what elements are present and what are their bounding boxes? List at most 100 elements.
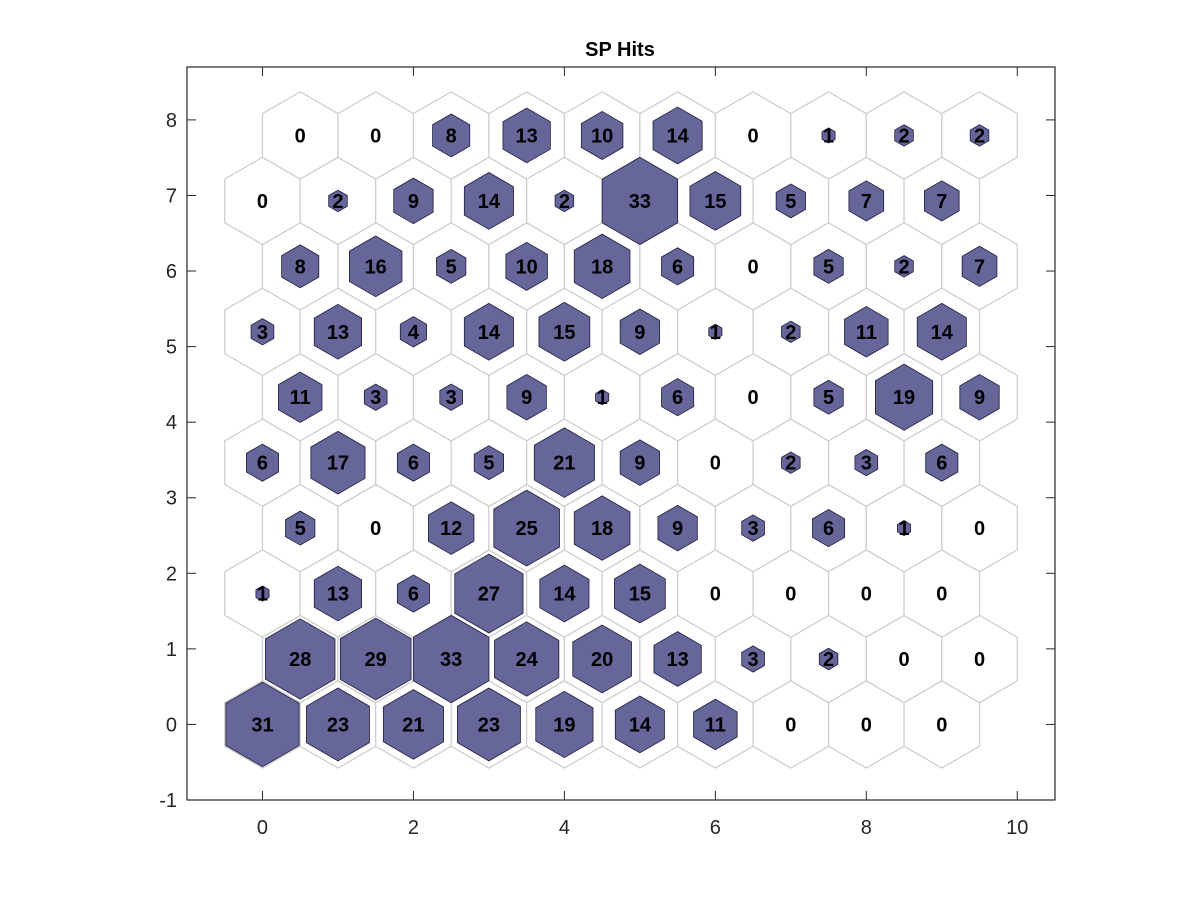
hit-hexagon: [812, 509, 846, 548]
hit-count-label: 28: [289, 649, 311, 671]
hit-count-label: 0: [936, 584, 947, 606]
hit-hexagon: [818, 647, 839, 671]
hit-count-label: 13: [327, 584, 349, 606]
hit-hexagon: [278, 371, 323, 423]
hit-count-label: 13: [327, 322, 349, 344]
hit-count-label: 9: [672, 518, 683, 540]
hit-hexagon: [781, 320, 801, 343]
hit-count-label: 6: [408, 453, 419, 475]
hit-count-label: 7: [974, 256, 985, 278]
hit-count-label: 14: [931, 322, 954, 344]
hit-count-label: 8: [446, 125, 457, 147]
hit-hexagon: [614, 563, 666, 624]
hit-count-label: 27: [478, 584, 500, 606]
hit-count-label: 0: [974, 518, 985, 540]
hit-count-label: 9: [974, 387, 985, 409]
hit-hexagon: [413, 614, 490, 704]
hit-hexagon: [708, 323, 723, 340]
y-tick-label: 1: [166, 639, 177, 661]
hit-count-label: 0: [748, 125, 759, 147]
hit-hexagon: [454, 553, 524, 634]
y-tick-label: 5: [166, 337, 177, 359]
hit-hexagon: [436, 248, 467, 284]
hit-count-label: 0: [936, 714, 947, 736]
y-tick-label: 4: [166, 412, 177, 434]
hit-hexagon: [506, 373, 547, 421]
y-tick-label: 0: [166, 714, 177, 736]
hit-count-label: 14: [629, 714, 652, 736]
hit-count-label: 3: [370, 387, 381, 409]
hit-count-label: 31: [251, 714, 273, 736]
hit-count-label: 18: [591, 518, 613, 540]
hit-count-label: 33: [440, 649, 462, 671]
hit-labels: 31 23 21 23 19 14 11 0 0 028 29 33 24 20 13 3 2 0 01 13 6 27 1…: [251, 125, 985, 736]
hit-hexagon: [310, 430, 366, 495]
hit-hexagon: [393, 177, 434, 225]
hit-hexagon: [439, 383, 463, 411]
hit-hexagon: [225, 681, 300, 768]
hit-hexagon: [848, 180, 885, 222]
hit-count-label: 0: [974, 649, 985, 671]
hit-count-label: 8: [295, 256, 306, 278]
hit-count-label: 10: [516, 256, 538, 278]
hit-hexagon: [961, 245, 998, 287]
hit-hexagon: [741, 645, 765, 673]
hit-hexagon: [897, 520, 912, 537]
hit-hexagon: [854, 449, 879, 477]
hit-count-label: 19: [893, 387, 915, 409]
hit-hexagon: [363, 383, 388, 411]
hit-count-label: 15: [553, 322, 575, 344]
hit-count-label: 0: [861, 714, 872, 736]
plot-frame: [186, 66, 1056, 801]
hit-count-label: 1: [597, 387, 608, 409]
hit-hexagon: [535, 690, 594, 759]
hit-hexagon: [399, 316, 427, 348]
hit-count-label: 3: [748, 649, 759, 671]
hit-hexagon: [894, 255, 914, 278]
hit-hexagon: [813, 379, 844, 415]
hit-count-label: 2: [823, 649, 834, 671]
hit-count-label: 6: [408, 584, 419, 606]
hit-count-label: 11: [856, 322, 877, 344]
hit-hexagon: [875, 363, 934, 431]
hit-hexagon: [689, 171, 742, 231]
hit-count-label: 24: [516, 649, 539, 671]
x-tick-label: 8: [861, 817, 872, 839]
hit-count-label: 7: [861, 191, 872, 213]
hit-hexagon: [533, 427, 595, 498]
hit-hexagon: [382, 689, 444, 760]
hit-hexagon: [463, 172, 514, 230]
hit-hexagon: [813, 248, 844, 284]
hit-hexagon: [657, 504, 698, 552]
hit-hexagon: [775, 183, 806, 219]
hit-count-label: 9: [521, 387, 532, 409]
hit-count-label: 6: [257, 453, 268, 475]
x-tick-label: 4: [559, 817, 570, 839]
hit-hexagon: [693, 698, 738, 751]
hit-hexagon: [573, 495, 631, 561]
hit-count-label: 15: [629, 584, 651, 606]
hit-count-label: 7: [936, 191, 947, 213]
hit-count-label: 0: [785, 714, 796, 736]
hit-hexagon: [554, 189, 575, 213]
hit-hexagon: [894, 124, 914, 147]
hit-hexagon: [493, 489, 560, 567]
hit-count-label: 1: [823, 125, 834, 147]
hit-count-label: 5: [785, 191, 796, 213]
hit-count-label: 2: [898, 256, 909, 278]
hit-count-label: 6: [672, 256, 683, 278]
hit-count-label: 11: [705, 714, 726, 736]
hit-count-label: 23: [327, 714, 349, 736]
hit-hexagon: [601, 156, 679, 245]
hit-count-label: 9: [634, 322, 645, 344]
hit-count-label: 2: [974, 125, 985, 147]
hit-hexagon: [250, 318, 275, 346]
hit-hexagon: [255, 585, 270, 602]
hit-count-label: 0: [748, 387, 759, 409]
hit-hexagon: [959, 373, 1000, 421]
hit-count-label: 14: [478, 322, 501, 344]
hit-count-label: 29: [365, 649, 387, 671]
hit-hexagon: [502, 107, 551, 164]
